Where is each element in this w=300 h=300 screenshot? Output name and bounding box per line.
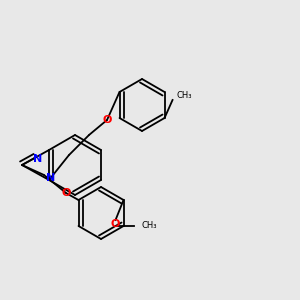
Text: N: N — [46, 173, 56, 183]
Text: O: O — [111, 219, 120, 229]
Text: CH₃: CH₃ — [142, 221, 157, 230]
Text: N: N — [33, 154, 42, 164]
Text: O: O — [102, 115, 112, 125]
Text: CH₃: CH₃ — [176, 92, 192, 100]
Text: O: O — [61, 188, 71, 198]
